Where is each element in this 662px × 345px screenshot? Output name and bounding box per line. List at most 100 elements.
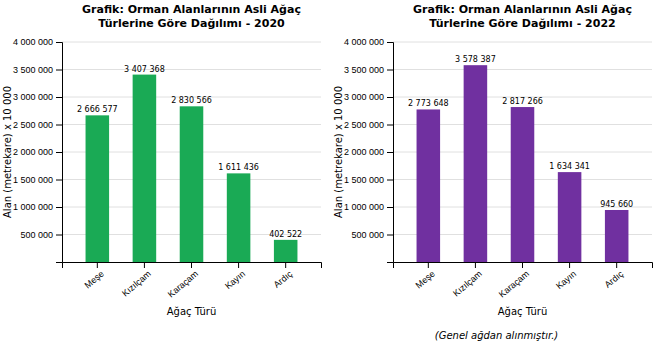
data-label: 3 578 387 <box>455 55 496 64</box>
bar <box>86 115 110 262</box>
y-tick-mark <box>387 97 393 98</box>
title: Grafik: Orman Alanlarının Asli AğaçTürle… <box>413 3 632 30</box>
y-tick: 3 000 000 <box>13 92 62 102</box>
x-axis: Meşe Kızılçam Karaçam Kayın Ardıç <box>394 262 653 299</box>
x-tick-label: Kızılçam <box>451 269 484 299</box>
grid-line <box>62 69 321 70</box>
y-tick: 1 500 000 <box>344 175 393 185</box>
y-tick-mark <box>387 42 393 43</box>
x-tick-mark <box>522 262 523 268</box>
x-tick-label: Meşe <box>82 269 105 291</box>
y-tick-mark <box>56 207 62 208</box>
y-tick: 3 000 000 <box>344 92 393 102</box>
bar <box>180 106 204 262</box>
data-labels: 2 773 6483 578 3872 817 2661 634 341945 … <box>408 55 633 209</box>
y-tick-mark <box>56 97 62 98</box>
y-tick-mark <box>56 180 62 181</box>
x-tick-mark <box>475 262 476 268</box>
bar <box>417 109 441 262</box>
y-tick-mark <box>387 207 393 208</box>
panel: 500 0001 000 0001 500 0002 000 0002 500 … <box>344 37 653 299</box>
y-axis-line <box>56 43 63 263</box>
x-tick-label: Ardıç <box>603 268 626 289</box>
x-tick-mark <box>285 262 286 268</box>
y-tick-label: 1 000 000 <box>13 202 53 212</box>
data-label: 1 611 436 <box>218 163 259 172</box>
y-tick-mark <box>56 125 62 126</box>
y-tick-label: 1 500 000 <box>344 175 384 185</box>
y-tick: 1 000 000 <box>344 202 393 212</box>
footnote: (Genel ağdan alınmıştır.) <box>435 330 558 341</box>
data-label: 1 634 341 <box>549 162 590 171</box>
y-axis: 500 0001 000 0001 500 0002 000 0002 500 … <box>344 37 394 262</box>
y-tick: 4 000 000 <box>13 37 62 47</box>
x-tick: Karaçam <box>166 262 200 299</box>
y-tick: 500 000 <box>20 230 62 240</box>
y-tick-label: 3 500 000 <box>344 65 384 75</box>
bars <box>86 75 298 262</box>
x-tick-label: Kayın <box>554 269 578 291</box>
y-tick: 4 000 000 <box>344 37 393 47</box>
x-tick-mark <box>144 262 145 268</box>
x-tick-mark <box>428 262 429 268</box>
data-label: 3 407 368 <box>124 65 165 74</box>
x-axis-title: Ağaç Türü <box>167 306 217 317</box>
data-label: 945 660 <box>600 200 633 209</box>
bar <box>511 107 535 262</box>
y-tick-mark <box>387 235 393 236</box>
y-tick-mark <box>56 152 62 153</box>
x-tick: Kızılçam <box>120 262 153 298</box>
y-tick-label: 3 000 000 <box>13 92 53 102</box>
y-tick-label: 500 000 <box>20 230 53 240</box>
y-tick-label: 500 000 <box>351 230 384 240</box>
y-axis: 500 0001 000 0001 500 0002 000 0002 500 … <box>13 37 63 262</box>
y-tick-label: 2 000 000 <box>13 147 53 157</box>
chart-root: 500 000 1 000 000 1 500 000 2 000 000 2 500 … <box>0 0 662 345</box>
x-tick: Meşe <box>413 262 436 290</box>
y-tick: 1 000 000 <box>13 202 62 212</box>
x-tick-label: Ardıç <box>272 268 295 289</box>
data-label: 2 666 577 <box>77 105 118 114</box>
y-tick-label: 3 500 000 <box>13 65 53 75</box>
x-tick-mark <box>616 262 617 268</box>
grid-line <box>393 69 652 70</box>
y-tick-mark <box>387 70 393 71</box>
y-tick-label: 4 000 000 <box>13 37 53 47</box>
x-axis-line <box>63 263 322 269</box>
y-tick-label: 2 500 000 <box>13 120 53 130</box>
x-tick-label: Kayın <box>223 269 247 291</box>
y-tick: 2 000 000 <box>13 147 62 157</box>
y-tick: 3 500 000 <box>13 65 62 75</box>
bar <box>274 240 298 262</box>
data-labels: 2 666 5773 407 3682 830 5661 611 436402 … <box>77 65 302 239</box>
x-tick: Ardıç <box>603 262 626 290</box>
y-tick-mark <box>387 152 393 153</box>
grid-line <box>62 42 321 43</box>
y-tick: 3 500 000 <box>344 65 393 75</box>
y-axis-title: Alan (metrekare) x 10 000 <box>2 86 13 218</box>
bar <box>133 75 157 262</box>
grid-line <box>393 42 652 43</box>
y-tick-label: 3 000 000 <box>344 92 384 102</box>
y-axis-title: Alan (metrekare) x 10 000 <box>333 86 344 218</box>
bar <box>464 65 488 262</box>
x-tick-mark <box>191 262 192 268</box>
panel: 500 0001 000 0001 500 0002 000 0002 500 … <box>13 37 322 299</box>
y-tick: 2 000 000 <box>344 147 393 157</box>
y-tick-label: 1 000 000 <box>344 202 384 212</box>
x-tick: Karaçam <box>497 262 531 299</box>
y-tick-mark <box>56 235 62 236</box>
x-tick: Kayın <box>223 262 247 291</box>
x-tick-mark <box>238 262 239 268</box>
x-tick: Ardıç <box>272 262 295 290</box>
y-tick: 2 500 000 <box>13 120 62 130</box>
bars <box>417 65 629 262</box>
x-axis-line <box>394 263 653 269</box>
bar <box>605 210 629 262</box>
y-tick-mark <box>56 42 62 43</box>
x-axis: Meşe Kızılçam Karaçam Kayın Ardıç <box>63 262 322 299</box>
x-tick: Meşe <box>82 262 105 290</box>
data-label: 402 522 <box>269 230 302 239</box>
y-axis-line <box>387 43 394 263</box>
x-axis-title: Ağaç Türü <box>498 306 548 317</box>
